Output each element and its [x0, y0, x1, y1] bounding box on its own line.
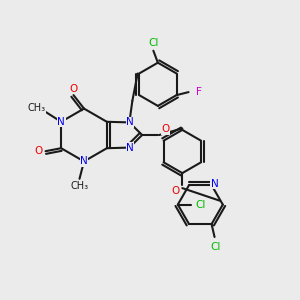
Text: N: N [126, 143, 134, 153]
Text: O: O [161, 124, 169, 134]
Text: N: N [126, 117, 134, 127]
Text: CH₃: CH₃ [27, 103, 45, 113]
Text: Cl: Cl [196, 200, 206, 210]
Text: N: N [57, 117, 65, 127]
Text: O: O [35, 146, 43, 156]
Text: N: N [211, 178, 218, 189]
Text: Cl: Cl [148, 38, 159, 48]
Text: F: F [196, 87, 202, 97]
Text: Cl: Cl [210, 242, 220, 252]
Text: N: N [80, 156, 88, 167]
Text: CH₃: CH₃ [70, 181, 88, 191]
Text: O: O [172, 186, 180, 196]
Text: O: O [69, 83, 78, 94]
